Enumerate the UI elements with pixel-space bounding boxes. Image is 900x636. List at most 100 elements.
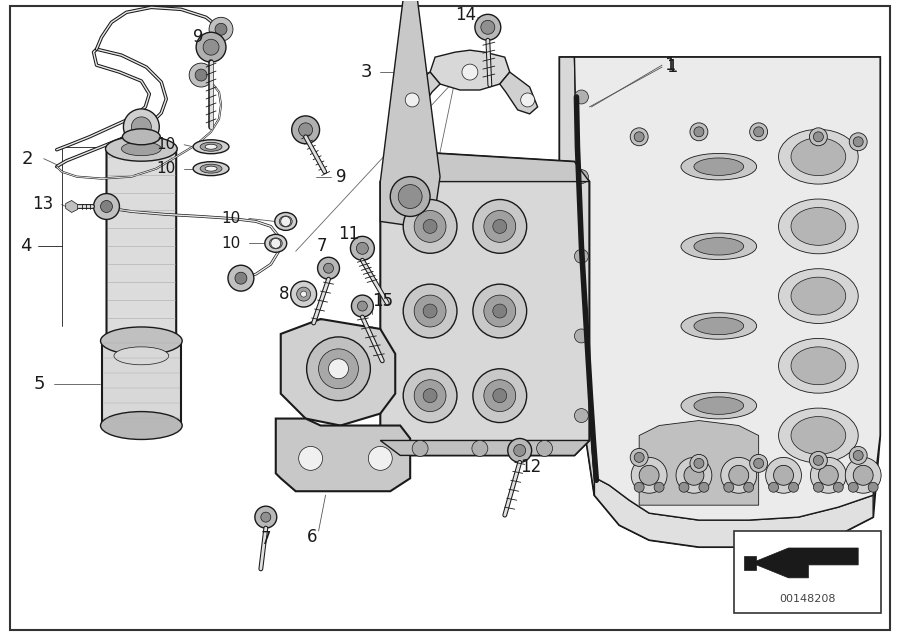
Ellipse shape [122, 129, 160, 145]
Circle shape [788, 482, 798, 492]
Ellipse shape [265, 235, 287, 252]
Circle shape [729, 466, 749, 485]
Circle shape [508, 438, 532, 462]
Circle shape [724, 482, 733, 492]
Circle shape [850, 446, 868, 464]
Circle shape [630, 448, 648, 466]
Text: 3: 3 [360, 63, 372, 81]
Polygon shape [639, 420, 759, 505]
Polygon shape [574, 57, 880, 520]
Circle shape [472, 369, 526, 422]
Text: 10: 10 [157, 161, 176, 176]
Text: 7: 7 [317, 237, 327, 255]
Circle shape [351, 295, 374, 317]
Circle shape [849, 482, 859, 492]
Text: 13: 13 [32, 195, 53, 214]
Circle shape [462, 64, 478, 80]
Circle shape [818, 466, 838, 485]
Ellipse shape [694, 238, 743, 255]
Text: 7: 7 [261, 530, 271, 548]
Circle shape [769, 482, 778, 492]
Text: 00148208: 00148208 [779, 594, 836, 604]
Circle shape [774, 466, 794, 485]
Circle shape [634, 482, 644, 492]
Circle shape [94, 193, 120, 219]
Text: 1: 1 [667, 58, 679, 76]
Polygon shape [66, 200, 77, 212]
Ellipse shape [694, 158, 743, 176]
Circle shape [391, 177, 430, 216]
Circle shape [189, 63, 213, 87]
Circle shape [684, 466, 704, 485]
Ellipse shape [200, 164, 222, 173]
Circle shape [292, 116, 320, 144]
Ellipse shape [269, 238, 283, 249]
Bar [743, 556, 756, 570]
Circle shape [853, 450, 863, 460]
Circle shape [405, 93, 419, 107]
Circle shape [484, 211, 516, 242]
Ellipse shape [791, 347, 846, 385]
Polygon shape [381, 0, 440, 226]
Text: 14: 14 [455, 6, 476, 24]
Circle shape [850, 133, 868, 151]
Circle shape [423, 304, 437, 318]
Circle shape [868, 482, 878, 492]
Circle shape [472, 200, 526, 253]
Circle shape [574, 170, 589, 184]
Circle shape [690, 454, 708, 473]
Circle shape [101, 200, 112, 212]
Circle shape [299, 123, 312, 137]
Circle shape [514, 445, 526, 457]
Circle shape [654, 482, 664, 492]
Circle shape [301, 291, 307, 297]
Circle shape [357, 301, 367, 311]
Ellipse shape [200, 142, 222, 151]
Polygon shape [594, 477, 873, 547]
Circle shape [271, 238, 281, 248]
Circle shape [766, 457, 802, 494]
Text: 11: 11 [338, 225, 360, 244]
Circle shape [833, 482, 843, 492]
Circle shape [297, 287, 310, 301]
Circle shape [350, 237, 374, 260]
Text: 1: 1 [665, 56, 677, 74]
Circle shape [814, 132, 824, 142]
Circle shape [307, 337, 370, 401]
Circle shape [750, 123, 768, 141]
Ellipse shape [194, 162, 229, 176]
Ellipse shape [274, 212, 297, 230]
Circle shape [753, 127, 763, 137]
Circle shape [398, 184, 422, 209]
Text: 5: 5 [34, 375, 45, 392]
Polygon shape [102, 341, 181, 425]
Circle shape [631, 457, 667, 494]
Circle shape [235, 272, 247, 284]
Text: 12: 12 [519, 459, 541, 476]
Polygon shape [381, 441, 590, 455]
Circle shape [368, 446, 392, 471]
Text: 4: 4 [20, 237, 32, 255]
Circle shape [634, 452, 644, 462]
Ellipse shape [778, 199, 859, 254]
Circle shape [630, 128, 648, 146]
Ellipse shape [194, 140, 229, 154]
Polygon shape [400, 72, 440, 114]
Circle shape [203, 39, 219, 55]
Circle shape [810, 457, 846, 494]
Circle shape [403, 200, 457, 253]
Ellipse shape [101, 327, 182, 355]
Circle shape [809, 128, 827, 146]
Circle shape [412, 441, 428, 457]
Circle shape [215, 24, 227, 35]
Polygon shape [560, 57, 880, 547]
Text: 10: 10 [221, 236, 240, 251]
Circle shape [743, 482, 753, 492]
Circle shape [639, 466, 659, 485]
Circle shape [574, 90, 589, 104]
Ellipse shape [791, 277, 846, 315]
Circle shape [694, 127, 704, 137]
Circle shape [845, 457, 881, 494]
Circle shape [679, 482, 689, 492]
Polygon shape [106, 137, 176, 346]
